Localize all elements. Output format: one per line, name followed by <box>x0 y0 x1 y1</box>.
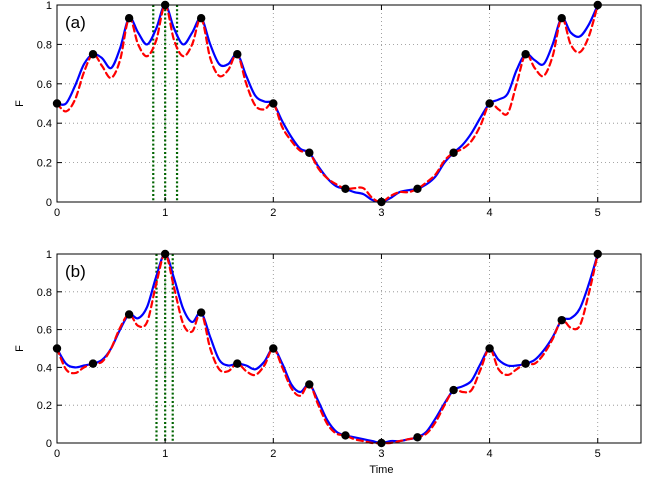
plot-frame <box>56 253 642 444</box>
y-tick-label: 0.6 <box>37 325 52 337</box>
x-tick-label: 0 <box>54 207 60 219</box>
y-tick-label: 0.4 <box>37 118 52 130</box>
data-point <box>269 99 278 108</box>
x-axis-label: Time <box>369 464 393 476</box>
y-tick-label: 0 <box>46 438 52 450</box>
x-tick-label: 3 <box>378 207 384 219</box>
y-tick-label: 0.2 <box>37 400 52 412</box>
y-tick-label: 0 <box>46 197 52 209</box>
y-tick-label: 0.8 <box>37 287 52 299</box>
x-tick-label: 5 <box>595 207 601 219</box>
data-point <box>449 148 458 157</box>
y-tick-label: 0.6 <box>37 79 52 91</box>
data-point <box>305 148 314 157</box>
series-line-dashed <box>55 3 599 204</box>
data-point <box>196 13 206 23</box>
data-point <box>449 385 458 395</box>
data-point <box>233 359 242 368</box>
data-point <box>521 50 530 59</box>
y-tick-label: 0.2 <box>37 158 52 170</box>
data-point <box>196 308 206 317</box>
data-point <box>413 433 422 442</box>
panel-b: 0 0.2 0.4 0.6 0.8 1 0 1 2 3 4 5 F Time (b) <box>14 249 642 476</box>
panel-a: 0 0.2 0.4 0.6 0.8 1 0 1 2 3 4 5 F (a) <box>14 0 642 219</box>
data-point <box>557 13 566 23</box>
y-tick-label: 0.4 <box>37 362 52 374</box>
data-point <box>88 50 98 59</box>
y-tick-label: 1 <box>46 0 52 12</box>
data-point <box>341 184 350 194</box>
data-point <box>269 344 278 353</box>
y-axis-label: F <box>14 345 26 352</box>
x-tick-label: 0 <box>54 448 60 460</box>
data-point <box>521 359 530 368</box>
data-point <box>485 344 494 353</box>
x-tick-label: 1 <box>162 448 168 460</box>
data-point <box>124 13 134 23</box>
data-point <box>233 50 242 59</box>
y-tick-label: 1 <box>46 249 52 261</box>
data-point <box>88 359 98 368</box>
x-tick-label: 4 <box>487 448 493 460</box>
x-tick-label: 1 <box>162 207 168 219</box>
data-point <box>124 310 134 319</box>
panel-label: (a) <box>65 13 86 32</box>
x-tick-label: 2 <box>270 448 276 460</box>
y-tick-label: 0.8 <box>37 39 52 51</box>
x-tick-label: 3 <box>378 448 384 460</box>
panel-label: (b) <box>65 262 86 281</box>
plot-frame <box>56 4 642 203</box>
y-axis-label: F <box>14 100 26 107</box>
data-point <box>341 431 350 440</box>
series-line-dashed <box>55 252 599 445</box>
data-point <box>413 184 422 194</box>
data-point <box>557 315 566 325</box>
series-line-solid <box>55 3 599 204</box>
x-tick-label: 4 <box>487 207 493 219</box>
data-point <box>485 99 494 108</box>
series-line-solid <box>55 252 599 445</box>
data-point <box>305 380 314 389</box>
x-tick-label: 2 <box>270 207 276 219</box>
x-tick-label: 5 <box>595 448 601 460</box>
